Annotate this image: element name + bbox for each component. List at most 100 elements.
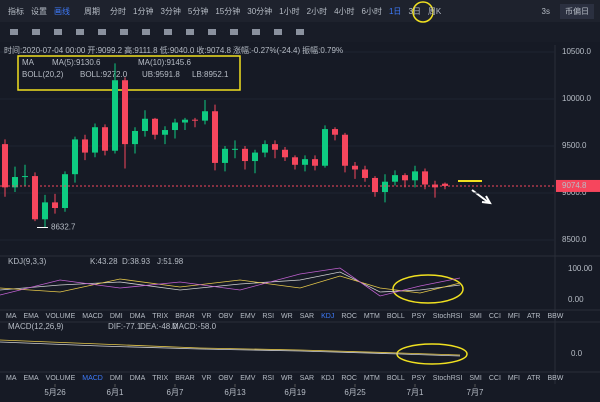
indicator-label: 0.0 (571, 349, 583, 358)
candle-body (52, 202, 58, 209)
candle-body (122, 80, 128, 145)
legend-item: MA(10):9145.6 (138, 58, 191, 67)
indicator-tab[interactable]: RSI (262, 375, 275, 382)
indicator-tab[interactable]: VR (201, 375, 212, 382)
indicator-tab[interactable]: ROC (341, 313, 357, 320)
indicator-tab[interactable]: CCI (488, 313, 501, 320)
candle-body (172, 122, 178, 131)
indicator-label: DEA:-48.0 (140, 322, 177, 331)
indicator-tab[interactable]: PSY (411, 313, 426, 320)
indicator-tab[interactable]: SMI (469, 375, 482, 382)
indicator-tab[interactable]: BRAR (175, 375, 195, 382)
period-button[interactable]: 分时 (110, 6, 126, 16)
indicator-tab[interactable]: BBW (547, 313, 564, 320)
top-toolbar-items: 指标 设置 画线 周期 分时 1分钟 3分钟 5分钟 15分钟 30分钟 1小时 2小时 4小时 6小时 1… (0, 0, 600, 22)
indicator-tab[interactable]: ATR (526, 313, 541, 320)
indicator-tab[interactable]: MTM (363, 375, 380, 382)
x-tick-label: 6月1 (107, 388, 124, 397)
info-field: 收:9074.8 (196, 45, 232, 55)
period-button[interactable]: 周K (427, 6, 442, 16)
candle-body (32, 176, 38, 220)
tool-button[interactable]: 画线 (54, 6, 70, 16)
ohlc-info: 时间:2020-07-04 00:00 开:9099.2 高:9111.8 低:904… (0, 44, 345, 56)
candle-body (442, 183, 448, 186)
y-tick-label: 10500.0 (562, 47, 591, 56)
candle-body (82, 139, 88, 153)
indicator-tab[interactable]: OBV (218, 375, 234, 382)
indicator-tab[interactable]: TRIX (152, 313, 169, 320)
indicator-tab[interactable]: MA (6, 313, 17, 320)
indicator-tab[interactable]: VOLUME (45, 313, 76, 320)
indicator-tab[interactable]: EMA (23, 313, 39, 320)
indicator-tab[interactable]: KDJ (321, 313, 335, 320)
indicator-tab[interactable]: SAR (299, 375, 315, 382)
period-button[interactable]: 3分钟 (160, 6, 181, 16)
indicator-tabs: MA EMA VOLUME MACD DMI DMA TRIX BRAR VR OBV EMV RSI… (6, 311, 570, 322)
indicator-tab[interactable]: MA (6, 375, 17, 382)
indicator-tab[interactable]: MTM (363, 313, 380, 320)
indicator-tab[interactable]: ATR (526, 375, 541, 382)
candle-body (62, 174, 68, 209)
indicator-label: MACD:-58.0 (172, 322, 217, 331)
indicator-tab[interactable]: StochRSI (432, 375, 463, 382)
indicator-tab[interactable]: WR (281, 375, 293, 382)
indicator-tab[interactable]: SAR (299, 313, 315, 320)
period-button[interactable]: 3日 (408, 6, 421, 16)
period-highlight (412, 1, 434, 23)
indicator-tab[interactable]: BBW (547, 375, 564, 382)
period-button[interactable]: 4小时 (334, 6, 355, 16)
period-button[interactable]: 6小时 (361, 6, 382, 16)
indicator-tab[interactable]: PSY (411, 375, 426, 382)
indicator-tab[interactable]: BRAR (175, 313, 195, 320)
x-tick-label: 6月13 (224, 388, 246, 397)
period-button[interactable]: 5分钟 (187, 6, 209, 16)
indicator-tab[interactable]: VOLUME (45, 375, 76, 382)
indicator-tab[interactable]: WR (281, 313, 293, 320)
refresh-interval[interactable]: 3s (541, 6, 550, 16)
indicator-tab[interactable]: MACD (82, 313, 103, 320)
period-button[interactable]: 1日 (388, 6, 402, 16)
indicator-tab[interactable]: MFI (507, 313, 520, 320)
indicator-tab[interactable]: BOLL (386, 313, 405, 320)
indicator-tab[interactable]: VR (201, 313, 212, 320)
y-tick-label: 9000.0 (562, 188, 587, 197)
top-toolbar (0, 0, 600, 22)
indicator-tab[interactable]: KDJ (321, 375, 335, 382)
candle-body (292, 157, 298, 165)
indicator-tab[interactable]: EMV (240, 313, 256, 320)
period-button[interactable]: 30分钟 (247, 6, 273, 16)
indicator-tab[interactable]: DMI (109, 313, 123, 320)
indicator-tab[interactable]: MFI (507, 375, 520, 382)
indicator-tab[interactable]: ROC (341, 375, 357, 382)
period-button[interactable]: 2小时 (306, 6, 328, 16)
indicator-tab[interactable]: CCI (488, 375, 501, 382)
period-button[interactable]: 1小时 (279, 6, 300, 16)
indicator-tab[interactable]: DMI (109, 375, 123, 382)
indicator-tab[interactable]: OBV (218, 313, 234, 320)
period-button[interactable]: 15分钟 (215, 6, 241, 16)
indicator-label: 0.00 (568, 295, 584, 304)
period-button[interactable]: 1分钟 (133, 6, 154, 16)
indicator-tab[interactable]: TRIX (152, 375, 169, 382)
candle-body (212, 111, 218, 163)
indicator-tab[interactable]: EMV (240, 375, 256, 382)
indicator-tab[interactable]: MACD (82, 375, 103, 382)
indicator-tab[interactable]: DMA (129, 375, 146, 382)
candle-body (152, 118, 158, 135)
tool-button[interactable]: 设置 (31, 6, 47, 16)
indicator-label: MACD(12,26,9) (8, 322, 64, 331)
indicator-tab[interactable]: SMI (469, 313, 482, 320)
info-field: 低:9040.0 (159, 45, 195, 55)
mode-button[interactable]: 币偏日 (560, 3, 594, 19)
indicator-tab[interactable]: DMA (129, 313, 146, 320)
candle-body (282, 149, 288, 158)
macd-line-decor (0, 341, 461, 357)
tool-button[interactable]: 指标 (8, 6, 24, 16)
info-field: 时间:2020-07-04 00:00 (4, 45, 86, 55)
indicator-tab[interactable]: BOLL (386, 375, 405, 382)
indicator-tab[interactable]: EMA (23, 375, 39, 382)
indicator-tab[interactable]: RSI (262, 313, 275, 320)
indicator-tab[interactable]: StochRSI (432, 313, 463, 320)
